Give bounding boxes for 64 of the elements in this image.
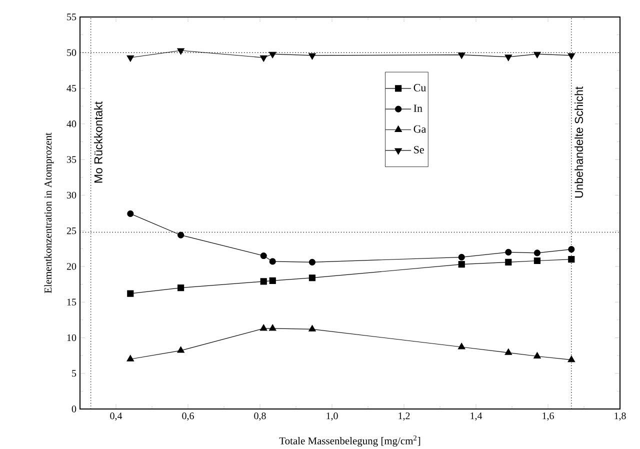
- point: [260, 55, 268, 62]
- point: [127, 290, 134, 297]
- x-tick-label: 1,0: [326, 412, 338, 421]
- point: [534, 250, 540, 256]
- x-tick-label: 1,4: [470, 412, 482, 421]
- x-tick-label: 1,8: [614, 412, 626, 421]
- point: [504, 348, 512, 355]
- point: [534, 52, 541, 58]
- point: [458, 261, 465, 268]
- y-tick-label: 30: [67, 192, 76, 199]
- y-tick-label: 0: [72, 406, 76, 412]
- point: [568, 53, 576, 60]
- ref-line-label: Mo Rückkontakt: [94, 101, 102, 183]
- legend-label: Se: [414, 146, 424, 154]
- point: [126, 55, 134, 62]
- point: [568, 356, 576, 362]
- point: [505, 258, 512, 266]
- x-axis-title: Totale Massenbelegung [mg/cm$^{2}$]: [279, 435, 420, 447]
- ref-line-label: Unbehandelte Schicht: [574, 86, 584, 198]
- x-tick-label: 1,6: [542, 412, 554, 421]
- point: [568, 256, 575, 263]
- x-tick-label: 0,8: [254, 412, 266, 421]
- point: [260, 252, 267, 260]
- point: [178, 232, 184, 238]
- y-tick-label: 20: [66, 263, 76, 270]
- point: [269, 258, 276, 265]
- point: [178, 284, 184, 292]
- x-tick-label: 0,6: [182, 412, 194, 421]
- y-tick-label: 55: [67, 14, 76, 20]
- point: [504, 54, 512, 62]
- point: [260, 278, 267, 285]
- x-tick-label: 1,2: [398, 412, 410, 421]
- y-axis-title: Elementkonzentration in Atomprozent: [44, 132, 54, 294]
- point: [308, 324, 316, 332]
- point: [268, 52, 276, 58]
- point: [260, 324, 268, 331]
- point: [458, 52, 466, 59]
- point: [177, 48, 184, 55]
- point: [269, 277, 276, 284]
- point: [308, 274, 316, 282]
- point: [126, 354, 134, 362]
- point: [568, 246, 575, 253]
- point: [505, 248, 512, 256]
- y-tick-label: 45: [66, 84, 76, 92]
- point: [308, 258, 316, 266]
- legend-label: Ga: [414, 125, 426, 133]
- y-tick-label: 10: [67, 334, 76, 342]
- point: [458, 254, 465, 260]
- y-tick-label: 35: [67, 156, 76, 163]
- point: [177, 346, 184, 353]
- y-tick-label: 5: [72, 370, 76, 377]
- y-tick-label: 15: [67, 298, 76, 306]
- legend-label: Cu: [414, 84, 426, 92]
- point: [458, 342, 466, 350]
- point: [127, 210, 134, 217]
- y-tick-label: 25: [66, 227, 76, 234]
- point: [268, 324, 276, 331]
- y-tick-label: 50: [67, 49, 76, 56]
- point: [308, 53, 316, 60]
- y-tick-label: 40: [66, 120, 76, 128]
- point: [534, 257, 540, 264]
- point: [534, 352, 541, 358]
- x-tick-label: 0,4: [110, 412, 122, 421]
- legend-label: In: [414, 104, 422, 112]
